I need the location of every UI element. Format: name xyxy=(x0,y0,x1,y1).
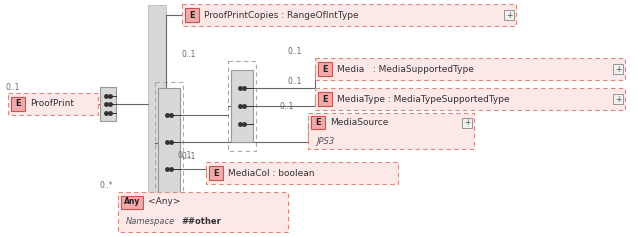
Bar xyxy=(158,88,180,196)
Bar xyxy=(315,58,625,80)
Bar xyxy=(613,94,623,104)
Text: +: + xyxy=(506,10,512,19)
Text: 0..1: 0..1 xyxy=(280,102,294,111)
Text: +: + xyxy=(615,64,621,73)
Text: <Any>: <Any> xyxy=(148,197,181,206)
Bar xyxy=(613,64,623,74)
Text: 0..1: 0..1 xyxy=(182,152,197,161)
Text: ##other: ##other xyxy=(181,218,221,227)
Bar xyxy=(100,87,116,121)
Text: 0..1: 0..1 xyxy=(6,83,20,92)
Text: 0..1: 0..1 xyxy=(178,151,193,160)
Bar xyxy=(228,61,256,151)
Bar xyxy=(206,162,398,184)
Bar xyxy=(209,166,223,180)
Bar xyxy=(318,92,332,106)
Text: E: E xyxy=(315,118,321,128)
Text: E: E xyxy=(15,100,21,109)
Text: E: E xyxy=(189,10,195,19)
Text: E: E xyxy=(213,169,219,178)
Text: Namespace: Namespace xyxy=(126,218,175,227)
Text: 0..1: 0..1 xyxy=(168,124,182,133)
Bar xyxy=(118,192,288,232)
Text: 0..1: 0..1 xyxy=(287,47,301,56)
Text: MediaCol : boolean: MediaCol : boolean xyxy=(228,169,315,178)
Bar xyxy=(148,5,166,230)
Text: MediaType : MediaTypeSupportedType: MediaType : MediaTypeSupportedType xyxy=(337,95,510,104)
Bar xyxy=(231,70,253,142)
Text: Media   : MediaSupportedType: Media : MediaSupportedType xyxy=(337,64,474,73)
Text: 0..*: 0..* xyxy=(100,181,114,190)
Text: E: E xyxy=(322,64,328,73)
Bar xyxy=(315,88,625,110)
Bar xyxy=(8,93,98,115)
Text: 0..1: 0..1 xyxy=(154,0,168,2)
Bar xyxy=(155,82,183,204)
Bar xyxy=(318,62,332,76)
Bar xyxy=(11,97,25,111)
Text: MediaSource: MediaSource xyxy=(330,118,389,128)
Bar xyxy=(121,196,143,209)
Bar xyxy=(308,113,474,149)
Text: JPS3: JPS3 xyxy=(316,137,334,146)
Text: 0..1: 0..1 xyxy=(182,50,197,59)
Text: 0..1: 0..1 xyxy=(287,77,301,86)
Bar xyxy=(185,8,199,22)
Bar xyxy=(504,10,514,20)
Text: E: E xyxy=(322,95,328,104)
Text: ProofPrint: ProofPrint xyxy=(30,100,74,109)
Bar xyxy=(462,118,472,128)
Text: Any: Any xyxy=(124,197,140,206)
Bar xyxy=(311,116,325,129)
Bar xyxy=(182,4,516,26)
Text: +: + xyxy=(615,95,621,104)
Text: +: + xyxy=(464,118,470,128)
Text: ProofPrintCopies : RangeOfIntType: ProofPrintCopies : RangeOfIntType xyxy=(204,10,359,19)
